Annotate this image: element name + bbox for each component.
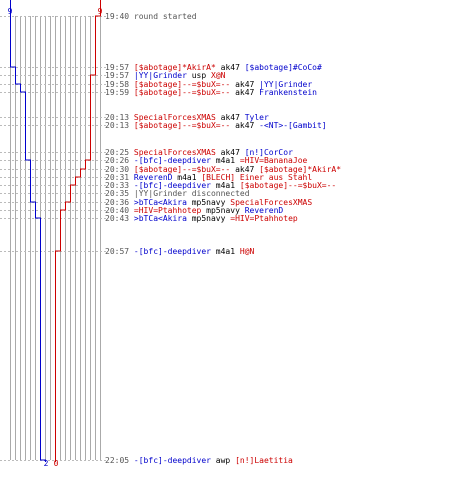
event-time: 20:57 [105, 247, 130, 256]
weapon-name: ak47 [230, 80, 260, 89]
kill-log-row: 20:26 -[bfc]-deepdiver m4a1 =HIV=BananaJ… [105, 156, 307, 165]
player-name: =HIV=Ptahhotep [230, 214, 298, 223]
weapon-name: mp5navy [186, 214, 231, 223]
kill-log-row: 20:31 ReverenD m4a1 [BLECH] Einer aus St… [105, 173, 312, 182]
kill-log-row: 19:59 [$abotage]--=$buX=-- ak47 Frankens… [105, 88, 317, 97]
kill-log-row: 20:13 [$abotage]--=$buX=-- ak47 -<NT>-[G… [105, 121, 327, 130]
player-name: [$abotage]--=$buX=-- [133, 165, 231, 174]
weapon-name: awp [210, 456, 236, 465]
player-name: [$abotage]*AkirA* [133, 63, 216, 72]
weapon-name: usp [186, 71, 211, 80]
left-end-count: 2 [44, 459, 49, 468]
event-time: 19:58 [105, 80, 130, 89]
event-time: 22:05 [105, 456, 130, 465]
player-name: ReverenD [244, 206, 284, 215]
player-name: SpecialForcesXMAS [230, 198, 313, 207]
weapon-name: m4a1 [210, 181, 240, 190]
player-name: Frankenstein [259, 88, 317, 97]
kill-log-row: 20:57 -[bfc]-deepdiver m4a1 H@N [105, 247, 254, 256]
weapon-name: mp5navy [201, 206, 245, 215]
player-count-chart: 9 9 2 0 [0, 0, 106, 468]
kill-log-row: 19:40 round started [105, 12, 197, 21]
weapon-name: ak47 [230, 88, 260, 97]
right-start-count: 9 [98, 7, 103, 16]
player-name: X@N [211, 71, 226, 80]
kill-log-row: 20:33 -[bfc]-deepdiver m4a1 [$abotage]--… [105, 181, 336, 190]
event-time: 20:26 [105, 156, 130, 165]
event-time: 19:59 [105, 88, 130, 97]
kill-log-row: 20:43 >bTCa<Akira mp5navy =HIV=Ptahhotep [105, 214, 298, 223]
weapon-name: mp5navy [186, 198, 231, 207]
player-name: >bTCa<Akira [133, 214, 187, 223]
event-time: 20:35 [105, 189, 130, 198]
blue-team-alive-line [10, 0, 46, 462]
event-time: 19:57 [105, 63, 130, 72]
weapon-name: ak47 [215, 113, 245, 122]
weapon-name: ak47 [230, 165, 260, 174]
event-time: 20:33 [105, 181, 130, 190]
player-name: [$abotage]--=$buX=-- [133, 121, 231, 130]
player-name: [n!]CorCor [244, 148, 293, 157]
event-dashed-lines [0, 16, 106, 461]
kill-log-row: 20:36 >bTCa<Akira mp5navy SpecialForcesX… [105, 198, 312, 207]
player-name: SpecialForcesXMAS [133, 113, 216, 122]
weapon-name: m4a1 [172, 173, 202, 182]
event-message: round started [133, 12, 197, 21]
player-name: =HIV=BananaJoe [239, 156, 308, 165]
player-name: -[bfc]-deepdiver [133, 456, 211, 465]
weapon-name: ak47 [215, 63, 245, 72]
player-name: -[bfc]-deepdiver [133, 156, 211, 165]
player-name: [BLECH] Einer aus Stahl [201, 173, 313, 182]
player-name: |YY|Grinder [259, 80, 313, 89]
player-name: >bTCa<Akira [133, 198, 187, 207]
kill-log-row: 20:13 SpecialForcesXMAS ak47 Tyler [105, 113, 269, 122]
event-time: 20:31 [105, 173, 130, 182]
player-name: ReverenD [133, 173, 173, 182]
player-name: =HIV=Ptahhotep [133, 206, 202, 215]
weapon-name: ak47 [215, 148, 245, 157]
kill-log-row: 22:05 -[bfc]-deepdiver awp [n!]Laetitia [105, 456, 293, 465]
player-name: [$abotage]#CoCo# [244, 63, 322, 72]
weapon-name: m4a1 [210, 156, 240, 165]
player-slot-lines [10, 16, 101, 460]
player-name: -[bfc]-deepdiver [133, 247, 211, 256]
weapon-name: m4a1 [210, 247, 240, 256]
event-time: 20:40 [105, 206, 130, 215]
player-name: |YY|Grinder [133, 71, 187, 80]
kill-log-row: 20:35 |YY|Grinder disconnected [105, 189, 250, 198]
event-message: |YY|Grinder disconnected [133, 189, 250, 198]
event-time: 20:30 [105, 165, 130, 174]
player-name: [$abotage]--=$buX=-- [133, 80, 231, 89]
weapon-name: ak47 [230, 121, 260, 130]
kill-log-row: 19:57 [$abotage]*AkirA* ak47 [$abotage]#… [105, 63, 322, 72]
kill-log-row: 19:58 [$abotage]--=$buX=-- ak47 |YY|Grin… [105, 80, 312, 89]
event-time: 19:40 [105, 12, 130, 21]
player-name: [$abotage]--=$buX=-- [133, 88, 231, 97]
right-end-count: 0 [54, 459, 59, 468]
kill-log-row: 20:25 SpecialForcesXMAS ak47 [n!]CorCor [105, 148, 293, 157]
kill-log-row: 20:30 [$abotage]--=$buX=-- ak47 [$abotag… [105, 165, 341, 174]
event-time: 20:25 [105, 148, 130, 157]
player-name: [$abotage]--=$buX=-- [239, 181, 337, 190]
event-time: 20:13 [105, 121, 130, 130]
player-name: -[bfc]-deepdiver [133, 181, 211, 190]
player-name: SpecialForcesXMAS [133, 148, 216, 157]
player-name: [n!]Laetitia [235, 456, 293, 465]
event-time: 20:36 [105, 198, 130, 207]
player-name: [$abotage]*AkirA* [259, 165, 342, 174]
event-time: 19:57 [105, 71, 130, 80]
kill-log-row: 19:57 |YY|Grinder usp X@N [105, 71, 225, 80]
player-name: -<NT>-[Gambit] [259, 121, 327, 130]
red-team-alive-line [55, 0, 101, 462]
kill-log-row: 20:40 =HIV=Ptahhotep mp5navy ReverenD [105, 206, 283, 215]
event-time: 20:13 [105, 113, 130, 122]
player-name: H@N [239, 247, 255, 256]
player-name: Tyler [244, 113, 269, 122]
event-time: 20:43 [105, 214, 130, 223]
left-start-count: 9 [8, 7, 13, 16]
